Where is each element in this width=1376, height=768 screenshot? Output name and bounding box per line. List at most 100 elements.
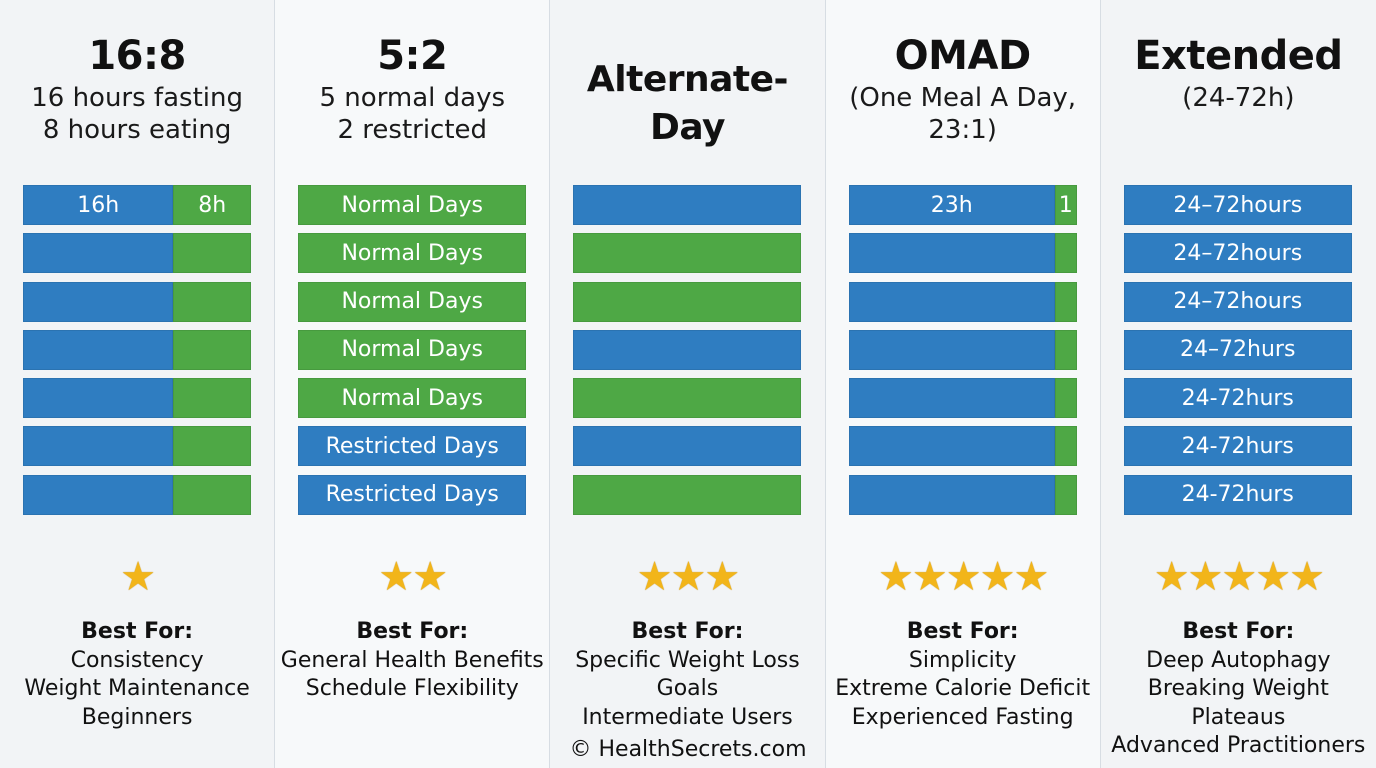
method-title: Alternate-Day (586, 59, 789, 148)
subtitle-line: (24-72h) (1182, 83, 1295, 113)
fasting-segment (848, 426, 1055, 467)
schedule-bar: 24–72hours (1123, 233, 1352, 274)
fasting-segment (23, 426, 174, 467)
eating-segment (173, 233, 251, 274)
fasting-segment (848, 329, 1055, 370)
best-for-item: Deep Autophagy (1146, 647, 1331, 673)
best-for-item: Advanced Practitioners (1111, 733, 1366, 758)
eating-segment (573, 233, 802, 274)
star-icon: ★ (636, 554, 673, 600)
star-icon: ★ (1289, 554, 1325, 600)
fasting-segment: 24-72hurs (1123, 474, 1352, 515)
best-for-label: Best For: (81, 619, 194, 644)
star-rating: ★ (0, 555, 274, 599)
subtitle-line: 16 hours fasting (31, 83, 243, 113)
subtitle-line: 5 normal days (319, 83, 506, 113)
eating-segment (173, 281, 251, 322)
eating-segment: Normal Days (298, 378, 527, 419)
fasting-segment: Restricted Days (298, 426, 527, 467)
star-rating: ★★★★★ (826, 555, 1100, 599)
eating-segment: Normal Days (298, 185, 527, 225)
subtitle-line: 2 restricted (337, 115, 488, 145)
fasting-segment (573, 329, 802, 370)
schedule-bar (848, 281, 1077, 322)
star-rating: ★★★ (550, 555, 824, 599)
schedule-bar (573, 426, 802, 467)
fasting-segment (23, 281, 174, 322)
best-for-item: Specific Weight Loss Goals (575, 647, 800, 702)
best-for-item: Beginners (81, 704, 193, 730)
schedule-bar (23, 378, 251, 419)
eating-segment: 8h (173, 185, 251, 225)
fasting-segment: Restricted Days (298, 474, 527, 515)
best-for-item: Schedule Flexibility (305, 676, 519, 701)
fasting-segment (23, 378, 174, 419)
schedule-bars: 23h 1 (848, 185, 1077, 523)
schedule-bar: Normal Days (298, 185, 527, 225)
schedule-bar (573, 474, 802, 515)
schedule-bar: Normal Days (298, 233, 527, 274)
star-icon: ★ (878, 554, 914, 600)
method-column: 16:8 16 hours fasting 8 hours eating 16h 8h ★… (0, 0, 276, 768)
schedule-bar: Restricted Days (298, 426, 527, 467)
star-icon: ★ (1153, 554, 1190, 600)
star-icon: ★ (1221, 554, 1257, 600)
schedule-bar (848, 426, 1077, 467)
copyright-footer: © HealthSecrets.com (569, 737, 807, 762)
schedule-bars (573, 185, 802, 523)
method-title: Extended (1134, 33, 1343, 79)
method-subtitle: 5 normal days 2 restricted (275, 82, 549, 146)
schedule-bar: Normal Days (298, 281, 527, 322)
eating-segment (173, 426, 251, 467)
schedule-bar (23, 426, 251, 467)
eating-segment: Normal Days (298, 233, 527, 274)
method-subtitle: 16 hours fasting 8 hours eating (0, 82, 274, 146)
fasting-segment (573, 185, 802, 225)
schedule-bars: Normal Days Normal Days Normal Days Normal … (298, 185, 527, 523)
schedule-bar (573, 281, 802, 322)
fasting-segment (573, 426, 802, 467)
star-icon: ★ (120, 554, 156, 600)
star-icon: ★ (911, 554, 948, 600)
method-column: Extended (24-72h) 24–72hours 24–72hours 24–7… (1100, 0, 1376, 768)
fasting-segment (23, 474, 174, 515)
eating-segment (573, 474, 802, 515)
star-rating: ★★★★★ (1101, 555, 1376, 599)
eating-segment (573, 281, 802, 322)
schedule-bar: 24–72hours (1123, 281, 1352, 322)
best-for: Best For: Simplicity Extreme Calorie Defic… (826, 618, 1100, 732)
eating-segment (173, 329, 251, 370)
schedule-bar (573, 185, 802, 225)
eating-segment (573, 378, 802, 419)
schedule-bar (23, 233, 251, 274)
schedule-bar (848, 329, 1077, 370)
method-column: OMAD (One Meal A Day, 23:1) 23h 1 ★★★★★ Best F… (825, 0, 1101, 768)
best-for-item: General Health Benefits (280, 647, 544, 673)
schedule-bar: 16h 8h (23, 185, 251, 225)
best-for-item: Intermediate Users (582, 704, 793, 730)
schedule-bar: Normal Days (298, 378, 527, 419)
best-for-label: Best For: (356, 619, 469, 644)
star-icon: ★ (1187, 554, 1224, 600)
schedule-bar (848, 474, 1077, 515)
fasting-segment: 24–72hurs (1123, 329, 1352, 370)
star-icon: ★ (979, 554, 1016, 600)
fasting-segment (23, 329, 174, 370)
schedule-bar: 24–72hours (1123, 185, 1352, 225)
eating-segment: Normal Days (298, 329, 527, 370)
method-subtitle: (One Meal A Day, 23:1) (826, 82, 1100, 146)
method-title: 5:2 (377, 33, 448, 79)
schedule-bar (23, 329, 251, 370)
eating-segment (1054, 281, 1077, 322)
star-icon: ★ (670, 554, 707, 600)
schedule-bar: Normal Days (298, 329, 527, 370)
best-for-item: Extreme Calorie Deficit (835, 676, 1091, 701)
method-subtitle: (24-72h) (1101, 82, 1376, 114)
schedule-bar (573, 233, 802, 274)
schedule-bar (23, 281, 251, 322)
best-for: Best For: Specific Weight Loss Goals Inter… (550, 618, 824, 732)
eating-segment (173, 378, 251, 419)
fasting-segment: 24–72hours (1123, 281, 1352, 322)
schedule-bar: 23h 1 (848, 185, 1077, 225)
